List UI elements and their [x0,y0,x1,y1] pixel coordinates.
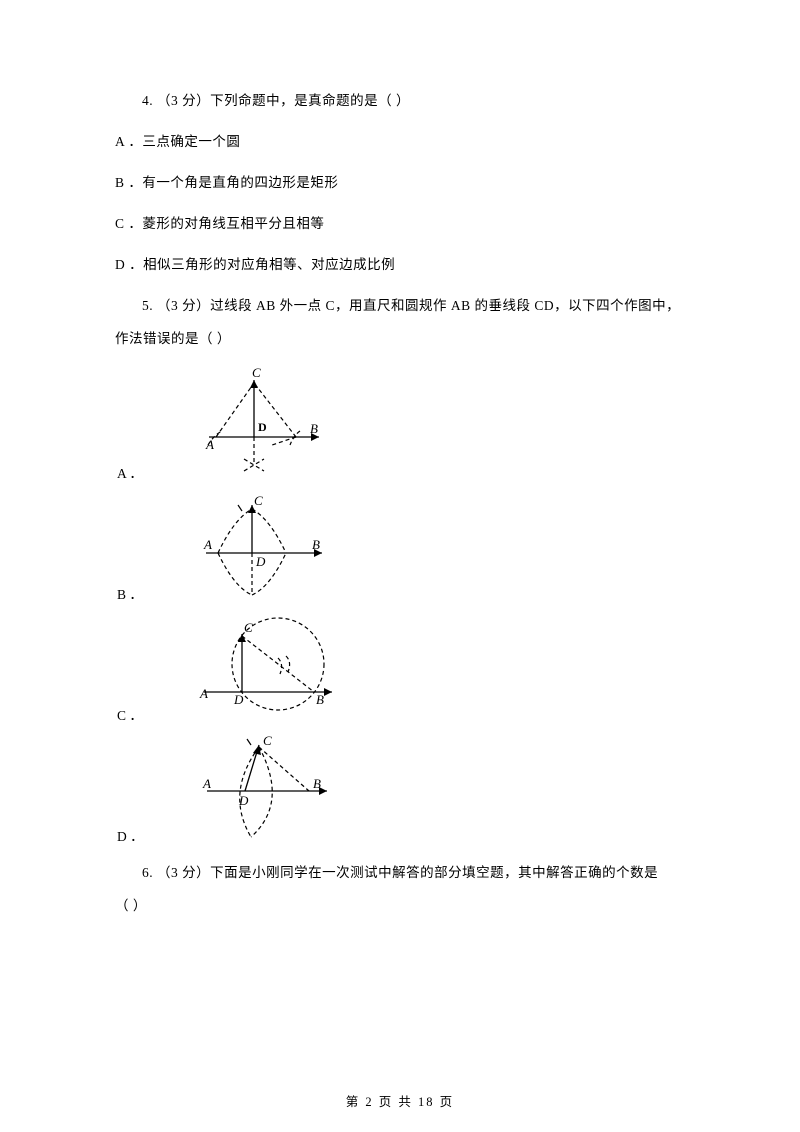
q5-diagram-a: C D A B [194,365,339,485]
q5-option-b-label: B ． [117,584,143,606]
q6-stem-line1: 6. （3 分）下面是小刚同学在一次测试中解答的部分填空题，其中解答正确的个数是 [115,862,685,885]
label-C: C [263,733,272,748]
label-D: D [258,420,267,434]
page-footer: 第 2 页 共 18 页 [0,1091,800,1110]
q4-option-b: B ．有一个角是直角的四边形是矩形 [115,172,685,195]
q5-diagram-b: C D A B [194,491,339,606]
diagram-c-svg: C D A B [194,612,354,727]
q5-option-d-row: D ． [115,733,685,848]
diagram-b-svg: C D A B [194,491,339,606]
label-C: C [252,365,261,380]
diagram-a-svg: C D A B [194,365,339,485]
label-C: C [254,493,263,508]
q5-option-a-label: A ． [117,463,143,485]
label-A: A [199,686,208,701]
label-A: A [202,776,211,791]
q5-diagram-c: C D A B [194,612,354,727]
q4-option-d: D ．相似三角形的对应角相等、对应边成比例 [115,254,685,277]
label-B: B [312,537,320,552]
label-D: D [255,554,266,569]
q5-option-c-row: C ． C [115,612,685,727]
label-B: B [310,421,318,436]
q5-stem-line2: 作法错误的是（ ） [115,328,685,351]
q5-option-b-row: B ． [115,491,685,606]
q5-stem-line1: 5. （3 分）过线段 AB 外一点 C，用直尺和圆规作 AB 的垂线段 CD，… [115,295,685,318]
label-C: C [244,620,253,635]
label-A: A [203,537,212,552]
q5-option-d-label: D ． [117,826,144,848]
label-B: B [316,692,324,707]
q6-stem-line2: （ ） [115,895,685,918]
q5-diagram-d: C D A B [195,733,345,848]
label-A: A [205,437,214,452]
q5-option-a-row: A ． [115,365,685,485]
q4-option-c: C ．菱形的对角线互相平分且相等 [115,213,685,236]
label-B: B [313,776,321,791]
label-D: D [233,692,244,707]
label-D: D [238,793,249,808]
diagram-d-svg: C D A B [195,733,345,848]
q4-stem: 4. （3 分）下列命题中，是真命题的是（ ） [115,90,685,113]
q4-option-a: A ．三点确定一个圆 [115,131,685,154]
page-content: 4. （3 分）下列命题中，是真命题的是（ ） A ．三点确定一个圆 B ．有一… [0,0,800,975]
q5-option-c-label: C ． [117,705,143,727]
